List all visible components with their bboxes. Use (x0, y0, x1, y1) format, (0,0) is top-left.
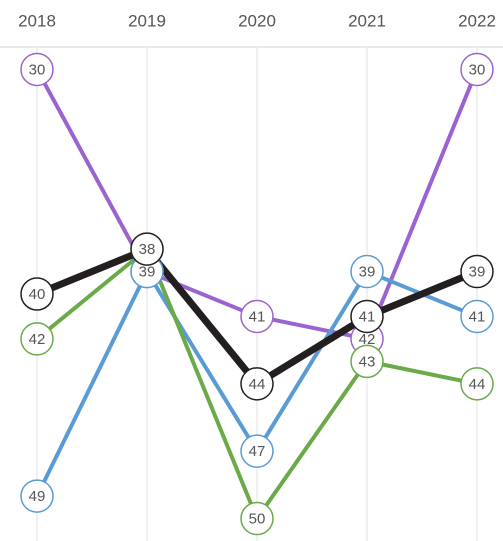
point: 39 (350, 254, 384, 289)
point-marker (20, 322, 54, 356)
point: 38 (130, 232, 164, 266)
point-label: 41 (359, 308, 376, 325)
point: 42 (20, 322, 54, 356)
point: 40 (20, 277, 54, 311)
point-label: 30 (469, 61, 486, 78)
point-marker (20, 52, 54, 87)
point-label: 39 (469, 264, 486, 281)
point: 39 (460, 254, 494, 289)
point-marker (240, 299, 274, 334)
point-marker (460, 254, 494, 289)
x-tick-label: 2019 (128, 11, 166, 30)
x-tick-label: 2020 (238, 11, 276, 30)
point-marker (350, 299, 384, 334)
point-label: 41 (249, 308, 266, 325)
point-label: 39 (139, 264, 156, 281)
point: 30 (460, 52, 494, 87)
point-marker (130, 232, 164, 266)
point-label: 44 (469, 376, 486, 393)
x-tick-label: 2022 (458, 11, 496, 30)
point-label: 49 (29, 488, 46, 505)
point-marker (240, 501, 274, 536)
point: 44 (240, 367, 274, 401)
point-label: 30 (29, 61, 46, 78)
point-label: 42 (29, 331, 46, 348)
point-label: 41 (469, 308, 486, 325)
point-marker (460, 367, 494, 401)
point-marker (350, 254, 384, 289)
point: 41 (350, 299, 384, 334)
point-label: 47 (249, 443, 266, 460)
point-marker (20, 479, 54, 513)
point: 43 (350, 344, 384, 379)
point: 47 (240, 434, 274, 468)
point-marker (20, 277, 54, 311)
point-marker (240, 367, 274, 401)
point-label: 39 (359, 264, 376, 281)
point: 50 (240, 501, 274, 536)
point: 30 (20, 52, 54, 87)
point-label: 42 (359, 331, 376, 348)
point-label: 44 (249, 376, 266, 393)
x-tick-label: 2021 (348, 11, 386, 30)
point-label: 38 (139, 241, 156, 258)
point: 41 (460, 299, 494, 334)
point: 49 (20, 479, 54, 513)
x-tick-label: 2018 (18, 11, 56, 30)
point-label: 40 (29, 286, 46, 303)
point-marker (460, 52, 494, 87)
point-marker (460, 299, 494, 334)
point-label: 43 (359, 353, 376, 370)
point-marker (240, 434, 274, 468)
point: 41 (240, 299, 274, 334)
point-label: 50 (249, 511, 266, 528)
point-marker (350, 344, 384, 379)
point: 44 (460, 367, 494, 401)
